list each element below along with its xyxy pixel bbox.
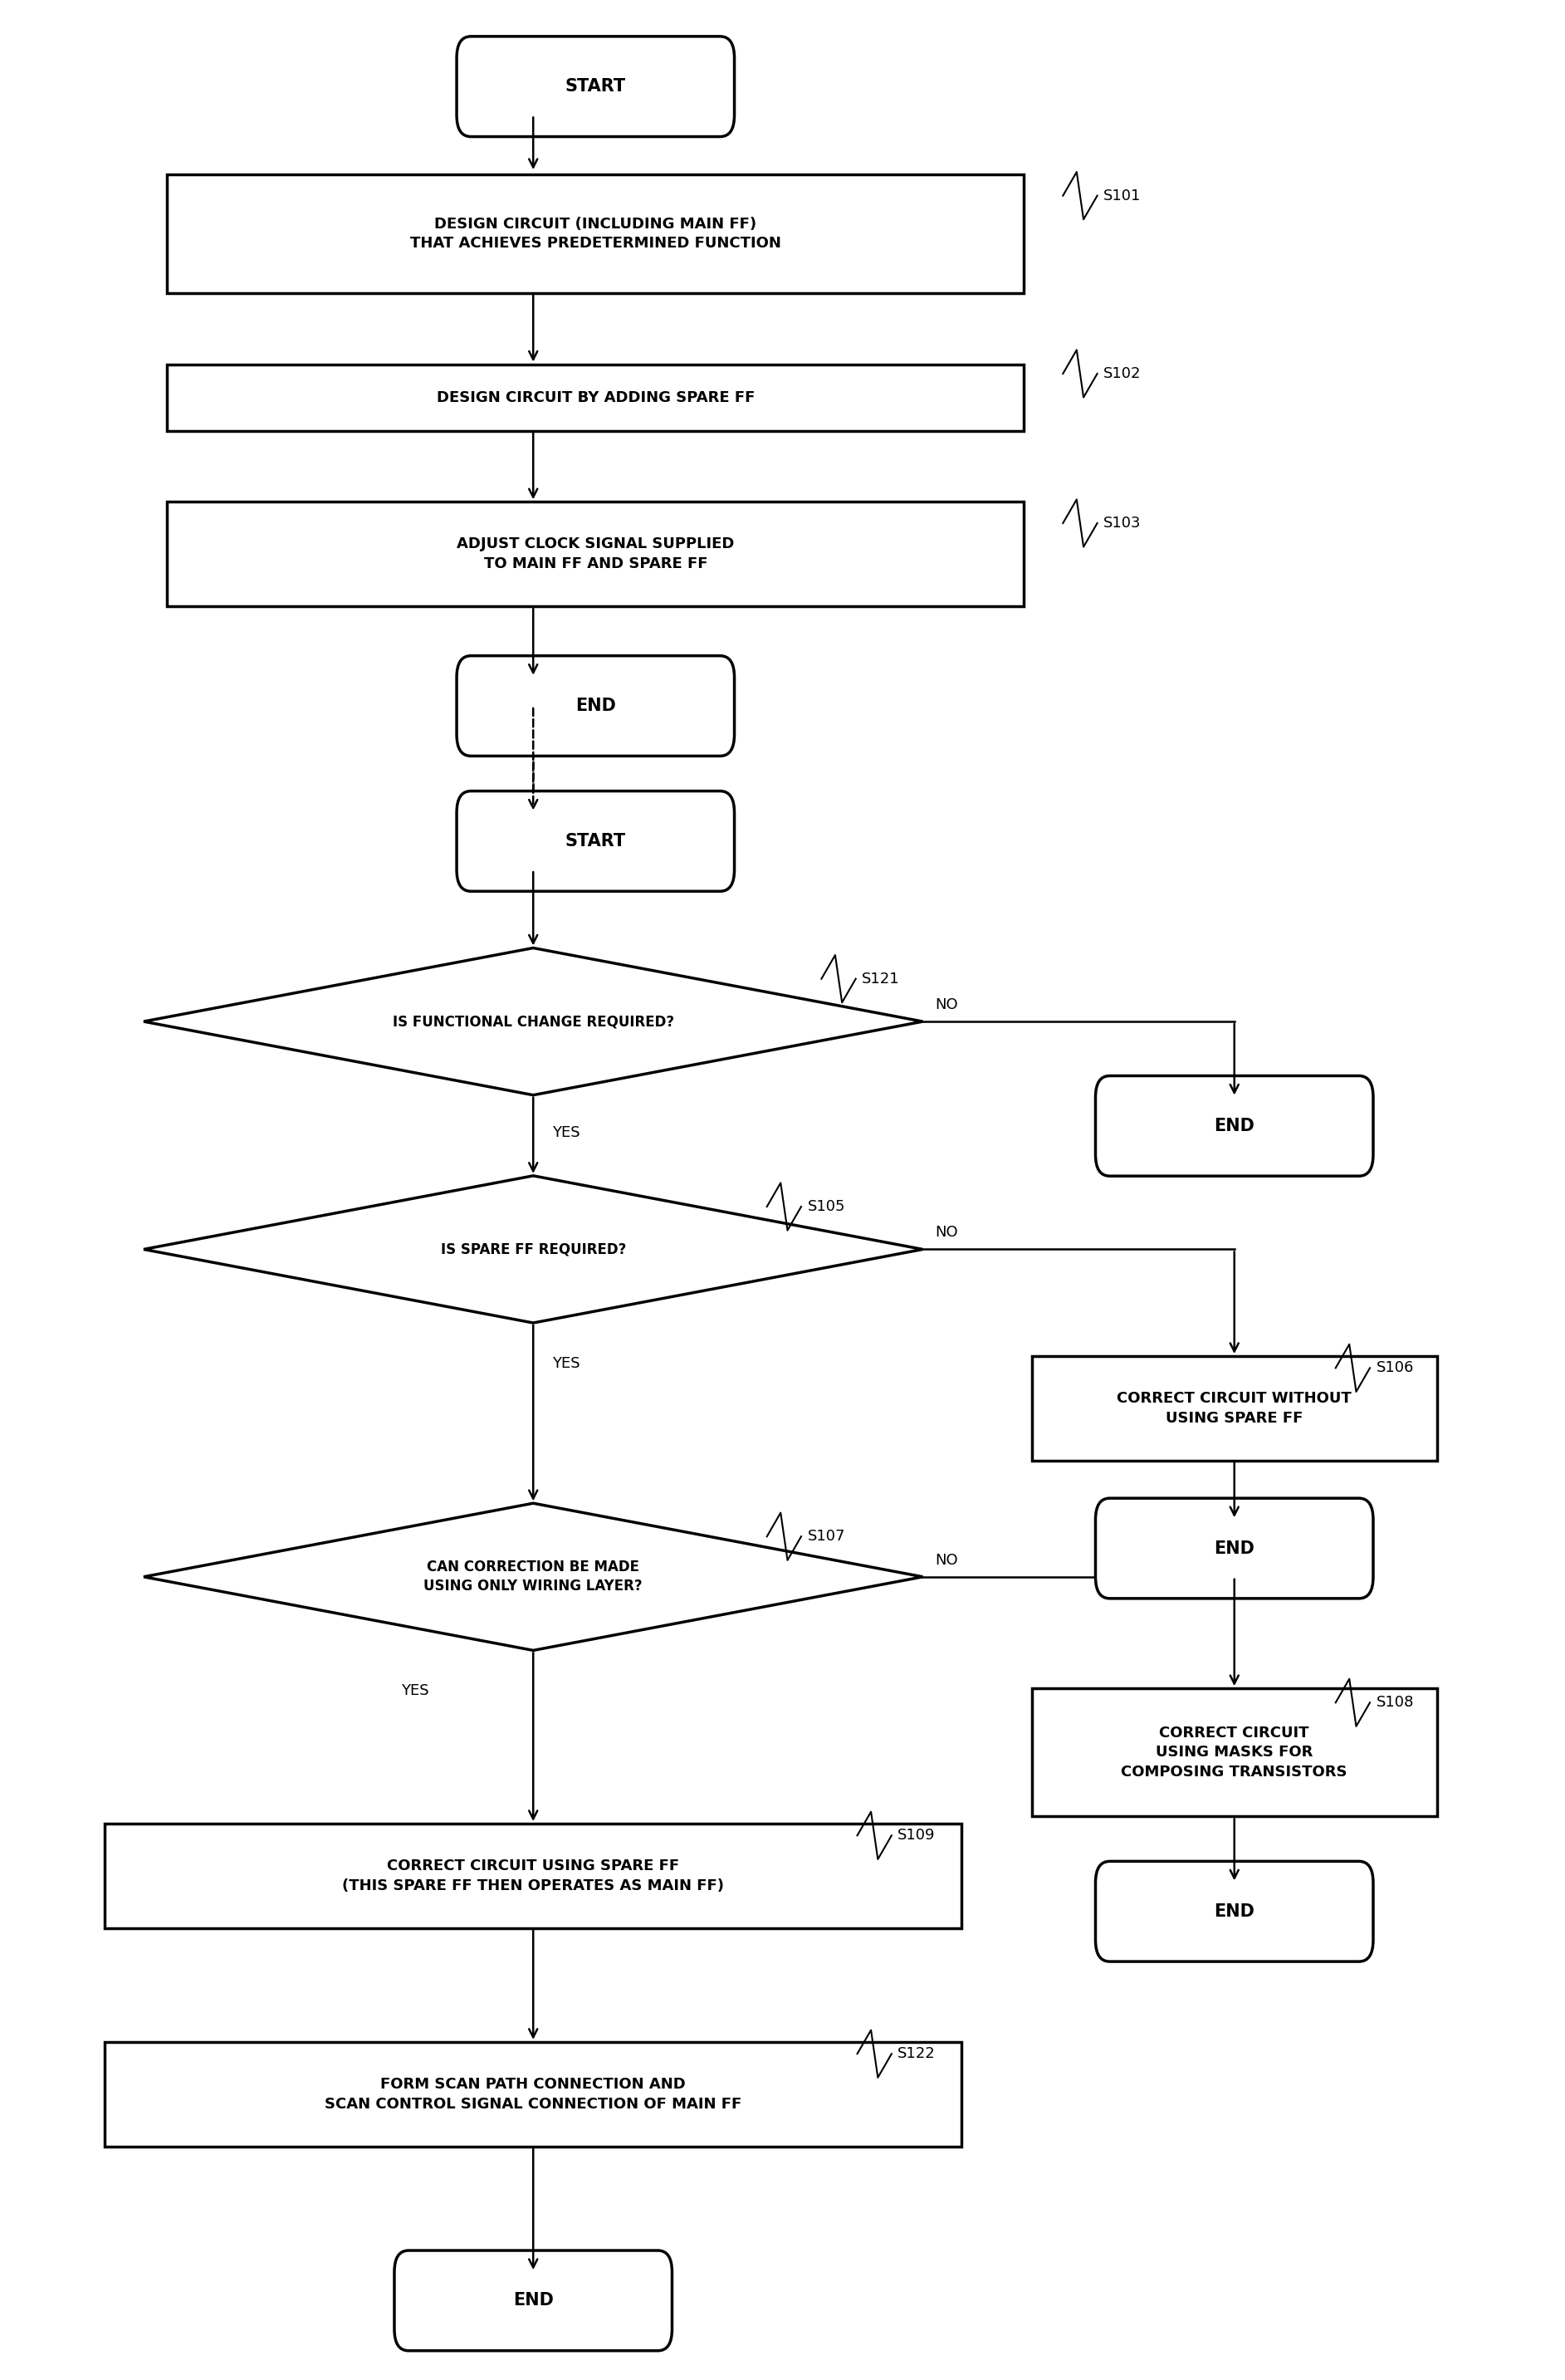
Text: END: END bbox=[1214, 1904, 1255, 1921]
Text: S102: S102 bbox=[1103, 367, 1141, 381]
Bar bbox=[167, 502, 1024, 607]
Text: NO: NO bbox=[936, 1552, 958, 1568]
Text: ADJUST CLOCK SIGNAL SUPPLIED
TO MAIN FF AND SPARE FF: ADJUST CLOCK SIGNAL SUPPLIED TO MAIN FF … bbox=[457, 538, 734, 571]
FancyBboxPatch shape bbox=[1096, 1861, 1373, 1961]
Text: YES: YES bbox=[552, 1357, 579, 1371]
FancyBboxPatch shape bbox=[457, 790, 734, 890]
Text: S107: S107 bbox=[808, 1528, 845, 1545]
FancyBboxPatch shape bbox=[394, 2251, 671, 2351]
Bar bbox=[167, 364, 1024, 431]
Text: START: START bbox=[565, 79, 626, 95]
Text: S101: S101 bbox=[1103, 188, 1141, 202]
Text: CORRECT CIRCUIT USING SPARE FF
(THIS SPARE FF THEN OPERATES AS MAIN FF): CORRECT CIRCUIT USING SPARE FF (THIS SPA… bbox=[343, 1859, 725, 1892]
Text: END: END bbox=[576, 697, 615, 714]
Text: S122: S122 bbox=[898, 2047, 936, 2061]
Polygon shape bbox=[144, 1504, 923, 1649]
Text: S108: S108 bbox=[1376, 1695, 1413, 1711]
FancyBboxPatch shape bbox=[1096, 1499, 1373, 1599]
Text: S109: S109 bbox=[898, 1828, 936, 1842]
Bar bbox=[167, 174, 1024, 293]
Bar bbox=[1031, 1687, 1437, 1816]
Text: S103: S103 bbox=[1103, 516, 1141, 531]
Polygon shape bbox=[144, 1176, 923, 1323]
FancyBboxPatch shape bbox=[1096, 1076, 1373, 1176]
Text: NO: NO bbox=[936, 1226, 958, 1240]
Text: END: END bbox=[1214, 1540, 1255, 1557]
Text: END: END bbox=[513, 2292, 554, 2309]
Text: NO: NO bbox=[936, 997, 958, 1012]
Text: FORM SCAN PATH CONNECTION AND
SCAN CONTROL SIGNAL CONNECTION OF MAIN FF: FORM SCAN PATH CONNECTION AND SCAN CONTR… bbox=[324, 2078, 742, 2111]
Text: IS SPARE FF REQUIRED?: IS SPARE FF REQUIRED? bbox=[440, 1242, 626, 1257]
FancyBboxPatch shape bbox=[457, 657, 734, 757]
Polygon shape bbox=[144, 947, 923, 1095]
FancyBboxPatch shape bbox=[457, 36, 734, 136]
Bar bbox=[105, 1823, 961, 1928]
Text: YES: YES bbox=[401, 1683, 429, 1699]
Text: CORRECT CIRCUIT
USING MASKS FOR
COMPOSING TRANSISTORS: CORRECT CIRCUIT USING MASKS FOR COMPOSIN… bbox=[1121, 1726, 1347, 1780]
Text: CAN CORRECTION BE MADE
USING ONLY WIRING LAYER?: CAN CORRECTION BE MADE USING ONLY WIRING… bbox=[424, 1559, 643, 1595]
Text: S121: S121 bbox=[862, 971, 900, 985]
Text: END: END bbox=[1214, 1119, 1255, 1135]
Text: DESIGN CIRCUIT (INCLUDING MAIN FF)
THAT ACHIEVES PREDETERMINED FUNCTION: DESIGN CIRCUIT (INCLUDING MAIN FF) THAT … bbox=[410, 217, 781, 250]
Text: YES: YES bbox=[552, 1126, 579, 1140]
Text: S105: S105 bbox=[808, 1200, 845, 1214]
Text: DESIGN CIRCUIT BY ADDING SPARE FF: DESIGN CIRCUIT BY ADDING SPARE FF bbox=[437, 390, 754, 405]
Text: IS FUNCTIONAL CHANGE REQUIRED?: IS FUNCTIONAL CHANGE REQUIRED? bbox=[393, 1014, 675, 1028]
Bar bbox=[1031, 1357, 1437, 1461]
Text: CORRECT CIRCUIT WITHOUT
USING SPARE FF: CORRECT CIRCUIT WITHOUT USING SPARE FF bbox=[1117, 1390, 1352, 1426]
Text: START: START bbox=[565, 833, 626, 850]
Text: S106: S106 bbox=[1376, 1361, 1413, 1376]
Bar bbox=[105, 2042, 961, 2147]
